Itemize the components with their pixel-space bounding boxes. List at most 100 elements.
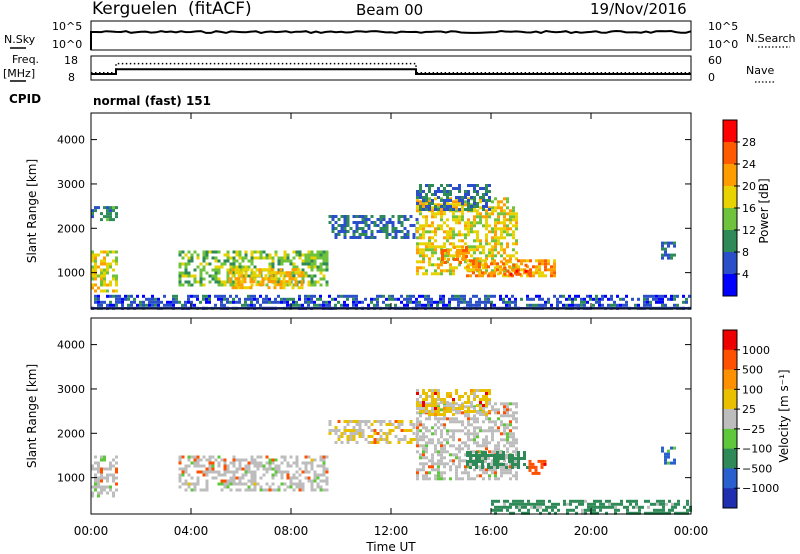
- echo-cell: [469, 457, 472, 460]
- beam-title: Beam 00: [356, 1, 423, 19]
- echo-cell: [376, 441, 380, 444]
- echo-cell: [440, 215, 443, 219]
- echo-cell: [488, 212, 491, 216]
- echo-cell: [434, 227, 437, 231]
- echo-cell: [313, 473, 317, 477]
- echo-cell: [476, 441, 479, 445]
- echo-cell: [229, 256, 233, 260]
- echo-cell: [178, 250, 182, 254]
- echo-cell: [458, 239, 461, 243]
- echo-cell: [431, 245, 434, 249]
- echo-cell: [670, 297, 673, 301]
- echo-cell: [217, 268, 221, 272]
- echo-cell: [199, 300, 202, 304]
- echo-cell: [635, 505, 638, 509]
- echo-cell: [511, 454, 514, 457]
- echo-cell: [473, 248, 476, 252]
- echo-cell: [241, 476, 245, 480]
- echo-cell: [307, 262, 311, 266]
- echo-cell: [494, 511, 497, 515]
- echo-cell: [434, 389, 437, 392]
- echo-cell: [250, 262, 254, 266]
- echo-cell: [443, 462, 446, 466]
- echo-cell: [551, 502, 554, 506]
- echo-cell: [470, 248, 473, 252]
- echo-cell: [479, 426, 482, 430]
- echo-cell: [313, 300, 316, 304]
- echo-cell: [97, 482, 100, 486]
- echo-cell: [456, 249, 459, 252]
- echo-cell: [473, 196, 476, 199]
- echo-cell: [497, 447, 500, 451]
- echo-cell: [458, 203, 461, 207]
- echo-cell: [434, 477, 437, 481]
- echo-cell: [470, 227, 473, 231]
- echo-cell: [497, 411, 500, 415]
- echo-cell: [325, 470, 329, 474]
- echo-cell: [593, 505, 596, 509]
- echo-cell: [514, 457, 517, 460]
- echo-cell: [267, 271, 271, 275]
- echo-cell: [316, 476, 320, 480]
- echo-cell: [458, 477, 461, 481]
- echo-cell: [226, 259, 230, 263]
- echo-cell: [100, 470, 103, 474]
- echo-cell: [211, 268, 215, 272]
- echo-cell: [416, 423, 419, 427]
- echo-cell: [91, 464, 94, 468]
- echo-cell: [265, 482, 269, 486]
- echo-cell: [256, 482, 260, 486]
- echo-cell: [370, 429, 374, 432]
- echo-cell: [497, 239, 500, 243]
- echo-cell: [268, 274, 272, 278]
- echo-cell: [575, 499, 578, 503]
- echo-cell: [100, 271, 103, 275]
- echo-cell: [503, 221, 506, 225]
- echo-cell: [196, 482, 200, 486]
- echo-cell: [664, 303, 667, 307]
- echo-cell: [292, 265, 296, 269]
- echo-cell: [509, 505, 512, 509]
- echo-cell: [517, 451, 520, 454]
- echo-cell: [446, 405, 449, 409]
- echo-cell: [250, 479, 254, 483]
- echo-cell: [343, 429, 347, 432]
- echo-cell: [440, 203, 443, 207]
- echo-cell: [485, 447, 488, 451]
- echo-cell: [462, 252, 465, 255]
- echo-cell: [512, 417, 515, 421]
- echo-cell: [244, 482, 248, 486]
- echo-cell: [358, 300, 361, 304]
- echo-cell: [485, 184, 488, 187]
- echo-cell: [282, 286, 286, 290]
- echo-cell: [307, 470, 311, 474]
- echo-cell: [91, 277, 94, 281]
- echo-cell: [422, 257, 425, 261]
- echo-cell: [509, 432, 512, 436]
- echo-cell: [478, 300, 481, 304]
- echo-cell: [307, 303, 310, 307]
- echo-cell: [462, 255, 465, 258]
- echo-cell: [515, 465, 518, 469]
- echo-cell: [115, 212, 118, 216]
- echo-cell: [473, 398, 476, 401]
- echo-cell: [506, 227, 509, 231]
- echo-cell: [542, 502, 545, 506]
- echo-cell: [425, 426, 428, 430]
- echo-cell: [467, 208, 470, 211]
- echo-cell: [268, 256, 272, 260]
- echo-cell: [406, 429, 410, 432]
- echo-cell: [241, 256, 245, 260]
- echo-cell: [610, 303, 613, 307]
- echo-cell: [193, 488, 197, 492]
- echo-cell: [661, 303, 664, 307]
- echo-cell: [382, 300, 385, 304]
- echo-cell: [482, 456, 485, 460]
- echo-cell: [352, 426, 356, 429]
- echo-cell: [475, 454, 478, 457]
- echo-cell: [497, 218, 500, 222]
- echo-cell: [452, 269, 455, 273]
- echo-cell: [484, 297, 487, 301]
- echo-cell: [178, 277, 182, 281]
- echo-cell: [608, 505, 611, 509]
